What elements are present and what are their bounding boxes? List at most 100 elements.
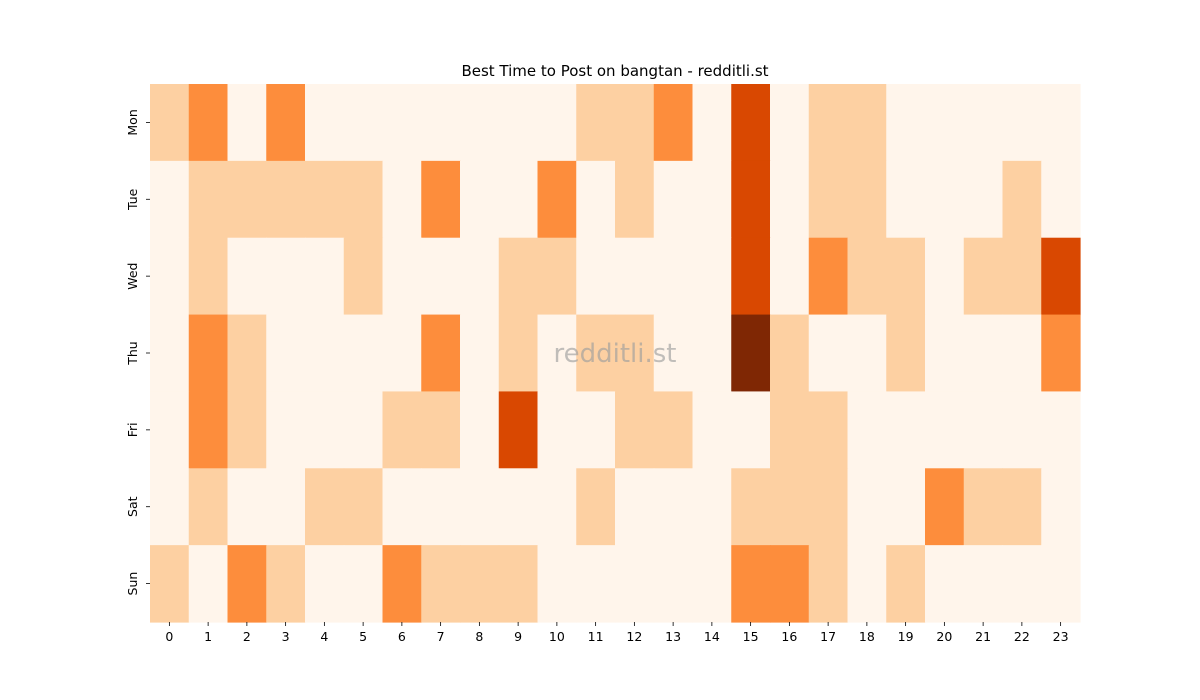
heatmap-cell-tue-10 [537, 160, 577, 239]
heatmap-cell-wed-9 [498, 237, 539, 316]
heatmap-cell-sat-18 [847, 468, 887, 546]
heatmap-cell-fri-21 [963, 391, 1004, 469]
x-tick-label: 10 [549, 629, 565, 644]
heatmap-cell-tue-23 [1041, 160, 1081, 239]
heatmap-cells [150, 84, 1081, 623]
heatmap-cell-sat-9 [498, 468, 539, 546]
heatmap-cell-wed-17 [808, 237, 849, 316]
heatmap-cell-wed-15 [731, 237, 771, 316]
heatmap-cell-wed-21 [963, 237, 1004, 316]
x-tick-label: 3 [282, 629, 290, 644]
heatmap-cell-sat-12 [615, 468, 655, 546]
heatmap-cell-tue-13 [653, 160, 694, 239]
heatmap-cell-sun-3 [266, 545, 306, 623]
heatmap-cell-sat-20 [925, 468, 965, 546]
x-tick-label: 13 [665, 629, 681, 644]
y-tick-label: Wed [125, 263, 140, 290]
heatmap-cell-fri-7 [421, 391, 461, 469]
heatmap-cell-mon-22 [1002, 84, 1042, 162]
heatmap-cell-mon-2 [227, 84, 267, 162]
heatmap-cell-sun-11 [576, 545, 616, 623]
heatmap-cell-sat-1 [188, 468, 229, 546]
heatmap-cell-sun-19 [886, 545, 926, 623]
heatmap-cell-tue-3 [266, 160, 306, 239]
heatmap-cell-sat-17 [808, 468, 849, 546]
heatmap-cell-thu-10 [537, 314, 577, 393]
heatmap-cell-fri-12 [615, 391, 655, 469]
y-tick-label: Fri [125, 422, 140, 437]
heatmap-cell-mon-4 [305, 84, 345, 162]
heatmap-cell-mon-23 [1041, 84, 1081, 162]
heatmap-cell-sun-8 [460, 545, 500, 623]
heatmap-cell-tue-12 [615, 160, 655, 239]
x-tick-label: 11 [588, 629, 604, 644]
heatmap-cell-thu-22 [1002, 314, 1042, 393]
heatmap-cell-mon-18 [847, 84, 887, 162]
x-tick-label: 17 [820, 629, 836, 644]
heatmap-cell-sun-9 [498, 545, 539, 623]
x-tick-label: 20 [936, 629, 952, 644]
heatmap-cell-sun-20 [925, 545, 965, 623]
heatmap-cell-sat-8 [460, 468, 500, 546]
heatmap-cell-sat-7 [421, 468, 461, 546]
y-tick-label: Tue [125, 188, 140, 211]
x-tick-label: 18 [859, 629, 875, 644]
heatmap-cell-thu-12 [615, 314, 655, 393]
heatmap-cell-tue-16 [770, 160, 810, 239]
heatmap-cell-wed-23 [1041, 237, 1081, 316]
heatmap-cell-thu-5 [343, 314, 384, 393]
heatmap-cell-fri-6 [382, 391, 422, 469]
heatmap-cell-sun-17 [808, 545, 849, 623]
heatmap-cell-wed-14 [692, 237, 732, 316]
x-tick-label: 21 [975, 629, 991, 644]
heatmap-cell-wed-16 [770, 237, 810, 316]
x-tick-label: 4 [320, 629, 328, 644]
heatmap-cell-thu-15 [731, 314, 771, 393]
heatmap-cell-wed-22 [1002, 237, 1042, 316]
heatmap-cell-tue-15 [731, 160, 771, 239]
heatmap-cell-thu-19 [886, 314, 926, 393]
heatmap-cell-thu-18 [847, 314, 887, 393]
heatmap-cell-tue-8 [460, 160, 500, 239]
heatmap-cell-thu-14 [692, 314, 732, 393]
heatmap-cell-mon-15 [731, 84, 771, 162]
x-tick-label: 6 [398, 629, 406, 644]
heatmap-cell-wed-2 [227, 237, 267, 316]
heatmap-cell-thu-4 [305, 314, 345, 393]
heatmap-cell-mon-11 [576, 84, 616, 162]
heatmap-cell-thu-7 [421, 314, 461, 393]
heatmap-cell-sun-4 [305, 545, 345, 623]
heatmap-cell-sun-0 [150, 545, 190, 623]
heatmap-cell-mon-5 [343, 84, 384, 162]
heatmap-cell-thu-16 [770, 314, 810, 393]
heatmap-cell-sat-13 [653, 468, 694, 546]
heatmap-cell-wed-20 [925, 237, 965, 316]
heatmap-cell-tue-14 [692, 160, 732, 239]
heatmap-cell-fri-0 [150, 391, 190, 469]
heatmap-cell-tue-6 [382, 160, 422, 239]
heatmap-cell-sun-21 [963, 545, 1004, 623]
heatmap-cell-sat-10 [537, 468, 577, 546]
y-tick-label: Thu [125, 341, 140, 365]
heatmap-cell-sun-15 [731, 545, 771, 623]
heatmap-cell-fri-20 [925, 391, 965, 469]
heatmap-cell-wed-19 [886, 237, 926, 316]
heatmap-cell-sat-15 [731, 468, 771, 546]
heatmap-cell-fri-10 [537, 391, 577, 469]
heatmap-cell-thu-6 [382, 314, 422, 393]
x-tick-label: 19 [898, 629, 914, 644]
heatmap-cell-thu-9 [498, 314, 539, 393]
x-tick-label: 5 [359, 629, 367, 644]
heatmap-cell-sat-4 [305, 468, 345, 546]
heatmap-cell-tue-22 [1002, 160, 1042, 239]
x-tick-label: 0 [165, 629, 173, 644]
heatmap-cell-mon-13 [653, 84, 694, 162]
x-tick-label: 23 [1053, 629, 1069, 644]
heatmap-cell-sat-14 [692, 468, 732, 546]
heatmap-cell-wed-11 [576, 237, 616, 316]
heatmap-cell-tue-21 [963, 160, 1004, 239]
heatmap-cell-fri-3 [266, 391, 306, 469]
heatmap-cell-sun-12 [615, 545, 655, 623]
heatmap-cell-mon-10 [537, 84, 577, 162]
